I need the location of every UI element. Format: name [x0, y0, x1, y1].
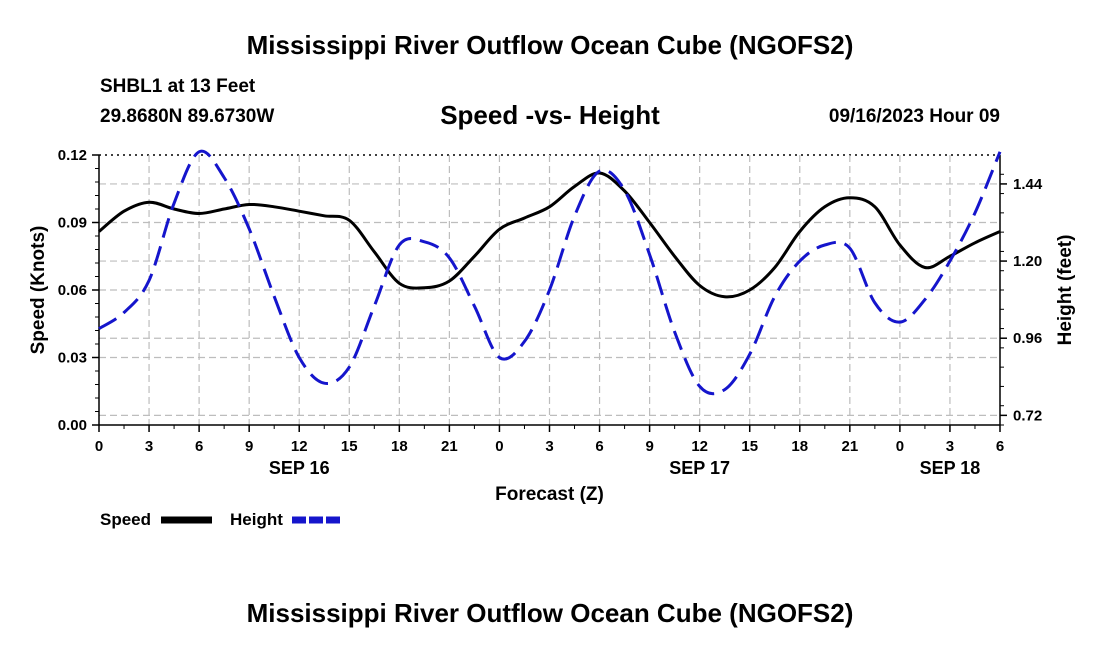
x-axis-label: Forecast (Z): [495, 484, 604, 505]
chart-title: Mississippi River Outflow Ocean Cube (NG…: [246, 30, 854, 60]
date-label: SEP 18: [920, 458, 981, 478]
x-tick-label: 3: [145, 438, 153, 455]
x-tick-label: 21: [441, 438, 458, 455]
forecast-datetime: 09/16/2023 Hour 09: [828, 106, 1000, 127]
y-left-tick-label: 0.03: [58, 350, 87, 367]
date-label: SEP 16: [269, 458, 330, 478]
y-right-tick-label: 1.44: [1013, 176, 1043, 193]
x-tick-label: 9: [245, 438, 253, 455]
x-tick-label: 0: [896, 438, 904, 455]
series-line-height: [98, 149, 1002, 396]
y-right-tick-label: 0.96: [1013, 330, 1042, 347]
y-left-tick-label: 0.12: [58, 147, 87, 164]
chart-subtitle: Speed -vs- Height: [440, 100, 660, 130]
chart-title-repeat: Mississippi River Outflow Ocean Cube (NG…: [246, 598, 854, 628]
station-coordinates: 29.8680N 89.6730W: [100, 106, 275, 127]
legend-label-height: Height: [230, 510, 283, 529]
y-left-tick-label: 0.09: [58, 215, 87, 232]
x-tick-label: 3: [545, 438, 553, 455]
y-right-tick-label: 1.20: [1013, 253, 1042, 270]
x-tick-label: 15: [741, 438, 758, 455]
x-tick-label: 0: [95, 438, 103, 455]
x-tick-label: 6: [195, 438, 203, 455]
y-left-tick-label: 0.00: [58, 417, 87, 434]
x-tick-label: 21: [841, 438, 858, 455]
date-label: SEP 17: [669, 458, 730, 478]
station-label: SHBL1 at 13 Feet: [100, 76, 256, 97]
x-tick-label: 18: [391, 438, 408, 455]
x-tick-label: 3: [946, 438, 954, 455]
y-left-tick-label: 0.06: [58, 282, 87, 299]
y-right-axis-label: Height (feet): [1055, 235, 1076, 346]
x-tick-label: 6: [996, 438, 1004, 455]
x-tick-label: 12: [291, 438, 308, 455]
x-tick-label: 15: [341, 438, 358, 455]
x-tick-label: 12: [691, 438, 708, 455]
x-tick-label: 6: [595, 438, 603, 455]
x-tick-label: 0: [495, 438, 503, 455]
y-left-axis-label: Speed (Knots): [28, 226, 49, 355]
legend-label-speed: Speed: [100, 510, 151, 529]
x-tick-label: 9: [645, 438, 653, 455]
series-line-speed: [98, 171, 1001, 299]
y-right-tick-label: 0.72: [1013, 407, 1042, 424]
x-tick-label: 18: [791, 438, 808, 455]
